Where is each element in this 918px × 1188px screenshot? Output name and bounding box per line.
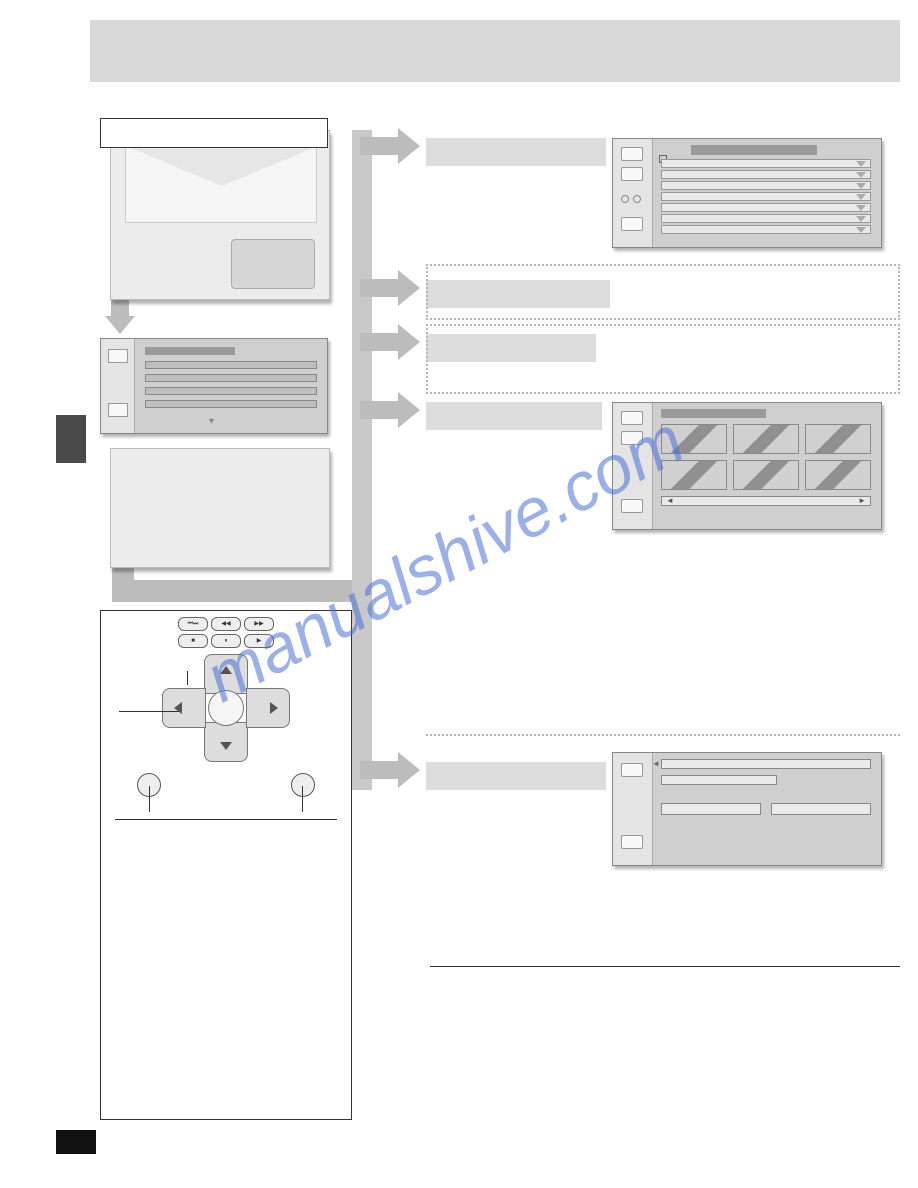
callout-line xyxy=(119,711,179,712)
nav-icon xyxy=(108,403,128,417)
rew-button[interactable]: ◀◀ xyxy=(211,617,241,631)
menu-sidebar xyxy=(101,339,135,433)
arrow-down-1 xyxy=(105,300,135,336)
menu-row[interactable] xyxy=(145,374,317,382)
thumbnail-screen xyxy=(612,402,882,530)
settings-screen xyxy=(612,752,882,866)
stop-button[interactable]: ■ xyxy=(178,634,208,648)
cursor-pad[interactable] xyxy=(162,654,290,762)
skip-button[interactable]: ⏮⏭ xyxy=(178,617,208,631)
list-row[interactable] xyxy=(661,225,871,234)
arrow-right-5 xyxy=(360,752,426,788)
dotted-region-a xyxy=(426,264,900,320)
dotted-divider-c xyxy=(426,734,900,746)
arrow-right-3 xyxy=(360,324,426,360)
remote: ⏮⏭ ◀◀ ▶▶ ■ ⏸ ▶ xyxy=(152,617,300,762)
nav-icon xyxy=(621,499,643,513)
insert-card-panel xyxy=(110,130,330,300)
thumbnail[interactable] xyxy=(733,460,799,490)
flow-horiz xyxy=(112,580,352,602)
remote-panel: ⏮⏭ ◀◀ ▶▶ ■ ⏸ ▶ xyxy=(100,610,352,1120)
list-row[interactable] xyxy=(661,203,871,212)
dotted-region-b xyxy=(426,324,900,394)
cursor-up[interactable] xyxy=(204,654,248,694)
arrow-right-2 xyxy=(360,270,426,306)
cam-icon xyxy=(621,411,643,425)
chevron-up-icon xyxy=(220,666,232,674)
menu-row[interactable] xyxy=(145,400,317,408)
callout-line xyxy=(302,786,303,812)
callout-line xyxy=(187,671,188,685)
playlist-screen xyxy=(612,138,882,248)
pause-button[interactable]: ⏸ xyxy=(211,634,241,648)
cam-icon xyxy=(621,763,643,777)
arrow-right-4 xyxy=(360,392,426,428)
select-panel xyxy=(110,448,330,568)
cam-icon xyxy=(108,349,128,363)
menu-row[interactable] xyxy=(145,387,317,395)
section-label-1 xyxy=(426,138,606,166)
arrow-right-1 xyxy=(360,128,426,164)
thumbnail[interactable] xyxy=(661,424,727,454)
list-row[interactable] xyxy=(661,159,871,168)
cursor-right[interactable] xyxy=(246,688,290,728)
chevron-left-icon xyxy=(174,702,182,714)
divider-line xyxy=(430,966,900,967)
menu-title xyxy=(145,347,235,355)
chevron-down-icon xyxy=(220,742,232,750)
screen-sidebar xyxy=(613,139,653,247)
screen-sidebar xyxy=(613,403,653,529)
ffwd-button[interactable]: ▶▶ xyxy=(244,617,274,631)
list-row[interactable] xyxy=(661,170,871,179)
submenu-button[interactable] xyxy=(291,773,315,797)
preparation-box xyxy=(100,118,328,148)
thumbnail[interactable] xyxy=(661,460,727,490)
section-label-4 xyxy=(426,402,602,430)
nav-icon xyxy=(621,217,643,231)
thumbnail[interactable] xyxy=(805,460,871,490)
list-title xyxy=(691,145,817,155)
setting-row[interactable] xyxy=(661,775,777,785)
card-slot-illustration xyxy=(125,145,317,223)
page-number xyxy=(56,1130,96,1154)
list-row[interactable] xyxy=(661,214,871,223)
nav-icon xyxy=(621,835,643,849)
thumb-grid xyxy=(661,424,871,490)
list-row[interactable] xyxy=(661,181,871,190)
play-button[interactable]: ▶ xyxy=(244,634,274,648)
dialog-button[interactable] xyxy=(661,803,761,815)
enter-button[interactable] xyxy=(208,690,244,726)
callout-line xyxy=(149,786,150,812)
thumb-title xyxy=(661,409,766,418)
dot-icon xyxy=(621,195,629,203)
more-icon: ▾ xyxy=(209,416,214,427)
panel-icon xyxy=(621,431,643,445)
cam-icon xyxy=(621,147,643,161)
cursor-left[interactable] xyxy=(162,688,206,728)
thumbnail[interactable] xyxy=(805,424,871,454)
pager[interactable] xyxy=(661,496,871,506)
dialog-button[interactable] xyxy=(771,803,871,815)
flow-main xyxy=(352,130,372,790)
media-icon-group xyxy=(231,239,315,289)
screen-sidebar xyxy=(613,753,653,865)
panel-icon xyxy=(621,167,643,181)
setting-row[interactable] xyxy=(661,759,871,769)
divider xyxy=(115,819,337,820)
dot-icon xyxy=(633,195,641,203)
menu-screen: ▾ xyxy=(100,338,328,434)
chevron-right-icon xyxy=(270,702,278,714)
section-label-5 xyxy=(426,762,606,790)
side-tab xyxy=(56,415,86,463)
list-row[interactable] xyxy=(661,192,871,201)
header-bar xyxy=(90,20,900,82)
thumbnail[interactable] xyxy=(733,424,799,454)
menu-row[interactable] xyxy=(145,361,317,369)
